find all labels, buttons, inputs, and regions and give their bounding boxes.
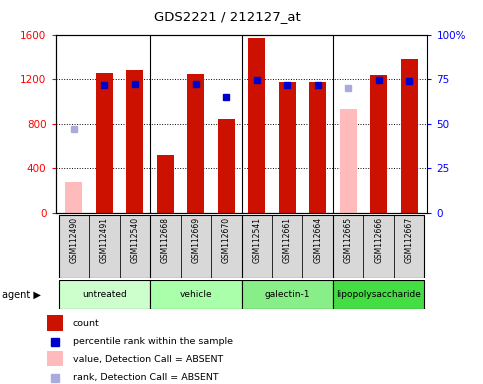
Bar (401, 59, 417, 213)
Bar (333, 280, 425, 309)
Bar (157, 155, 174, 213)
Bar (363, 215, 394, 278)
Text: GSM112490: GSM112490 (70, 217, 78, 263)
Text: untreated: untreated (82, 290, 127, 299)
Bar (309, 82, 326, 213)
Bar (127, 70, 143, 213)
Bar (394, 215, 425, 278)
Bar (248, 38, 265, 213)
Text: percentile rank within the sample: percentile rank within the sample (72, 337, 233, 346)
Bar (58, 280, 150, 309)
Text: galectin-1: galectin-1 (265, 290, 310, 299)
Bar (218, 119, 235, 213)
Text: GSM112541: GSM112541 (252, 217, 261, 263)
Bar (181, 215, 211, 278)
Text: GSM112666: GSM112666 (374, 217, 383, 263)
Bar (120, 215, 150, 278)
Bar (279, 82, 296, 213)
Bar (242, 280, 333, 309)
Text: value, Detection Call = ABSENT: value, Detection Call = ABSENT (72, 355, 223, 364)
Text: GSM112669: GSM112669 (191, 217, 200, 263)
Bar (370, 75, 387, 213)
Text: GSM112540: GSM112540 (130, 217, 139, 263)
Text: GSM112491: GSM112491 (100, 217, 109, 263)
Bar (272, 215, 302, 278)
Text: GSM112668: GSM112668 (161, 217, 170, 263)
Text: rank, Detection Call = ABSENT: rank, Detection Call = ABSENT (72, 373, 218, 382)
Text: vehicle: vehicle (180, 290, 212, 299)
Bar (150, 280, 242, 309)
Bar (211, 215, 242, 278)
Text: GSM112667: GSM112667 (405, 217, 413, 263)
Bar (66, 182, 82, 213)
Text: GSM112670: GSM112670 (222, 217, 231, 263)
Bar (242, 215, 272, 278)
Bar (47, 351, 63, 366)
Bar (96, 73, 113, 213)
Text: GSM112661: GSM112661 (283, 217, 292, 263)
Text: GSM112664: GSM112664 (313, 217, 322, 263)
Bar (150, 215, 181, 278)
Text: GSM112665: GSM112665 (344, 217, 353, 263)
Bar (187, 74, 204, 213)
Bar (333, 215, 363, 278)
Bar (89, 215, 120, 278)
Text: agent ▶: agent ▶ (2, 290, 41, 300)
Bar (58, 215, 89, 278)
Text: count: count (72, 319, 99, 328)
Bar (47, 315, 63, 331)
Text: lipopolysaccharide: lipopolysaccharide (336, 290, 421, 299)
Bar (340, 109, 356, 213)
Bar (302, 215, 333, 278)
Text: GDS2221 / 212127_at: GDS2221 / 212127_at (154, 10, 300, 23)
